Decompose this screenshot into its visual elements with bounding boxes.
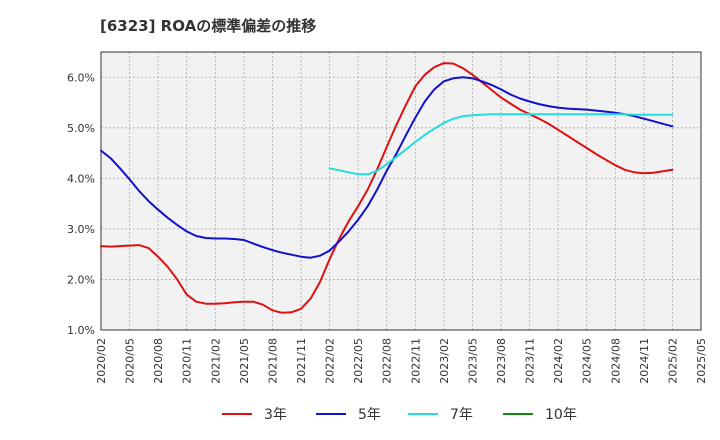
x-tick-label: 2020/08 xyxy=(152,338,165,384)
y-tick-label: 5.0% xyxy=(67,122,95,135)
y-axis-ticks: 1.0% 2.0% 3.0% 4.0% 5.0% 6.0% xyxy=(67,71,95,337)
legend-label-4: 10年 xyxy=(545,407,577,423)
y-tick-label: 1.0% xyxy=(67,324,95,337)
y-tick-label: 4.0% xyxy=(67,172,95,185)
series-line-3 xyxy=(328,113,674,176)
x-tick-label: 2022/11 xyxy=(409,338,422,384)
x-tick-label: 2021/02 xyxy=(209,338,222,384)
x-tick-label: 2024/05 xyxy=(581,338,594,384)
series-line-2 xyxy=(100,76,674,259)
legend: 3年 5年 7年 10年 xyxy=(222,407,577,423)
x-tick-label: 2023/05 xyxy=(466,338,479,384)
x-tick-label: 2025/02 xyxy=(666,338,679,384)
x-axis-ticks: 2020/02 2020/05 2020/08 2020/11 2021/02 2021/… xyxy=(95,338,708,384)
plot-border xyxy=(100,51,702,331)
y-tick-label: 6.0% xyxy=(67,71,95,84)
x-tick-label: 2024/08 xyxy=(609,338,622,384)
x-tick-label: 2021/05 xyxy=(238,338,251,384)
x-tick-label: 2020/02 xyxy=(95,338,108,384)
legend-label-1: 3年 xyxy=(264,407,287,423)
x-tick-label: 2021/08 xyxy=(266,338,279,384)
x-tick-label: 2020/11 xyxy=(181,338,194,384)
plot-area xyxy=(101,52,701,330)
y-tick-label: 2.0% xyxy=(67,273,95,286)
chart-title: [6323] ROAの標準偏差の推移 xyxy=(100,17,316,35)
y-tick-label: 3.0% xyxy=(67,223,95,236)
x-tick-label: 2024/02 xyxy=(552,338,565,384)
legend-label-2: 5年 xyxy=(358,407,381,423)
x-tick-label: 2022/05 xyxy=(352,338,365,384)
series-line-1 xyxy=(100,62,674,314)
x-tick-label: 2025/05 xyxy=(695,338,708,384)
x-tick-label: 2023/08 xyxy=(495,338,508,384)
x-tick-label: 2020/05 xyxy=(124,338,137,384)
x-tick-label: 2023/02 xyxy=(438,338,451,384)
x-tick-label: 2024/11 xyxy=(638,338,651,384)
series-lines xyxy=(100,62,674,314)
legend-label-3: 7年 xyxy=(450,407,473,423)
x-tick-label: 2022/08 xyxy=(381,338,394,384)
x-tick-label: 2021/11 xyxy=(295,338,308,384)
x-tick-label: 2022/02 xyxy=(324,338,337,384)
x-tick-label: 2023/11 xyxy=(524,338,537,384)
